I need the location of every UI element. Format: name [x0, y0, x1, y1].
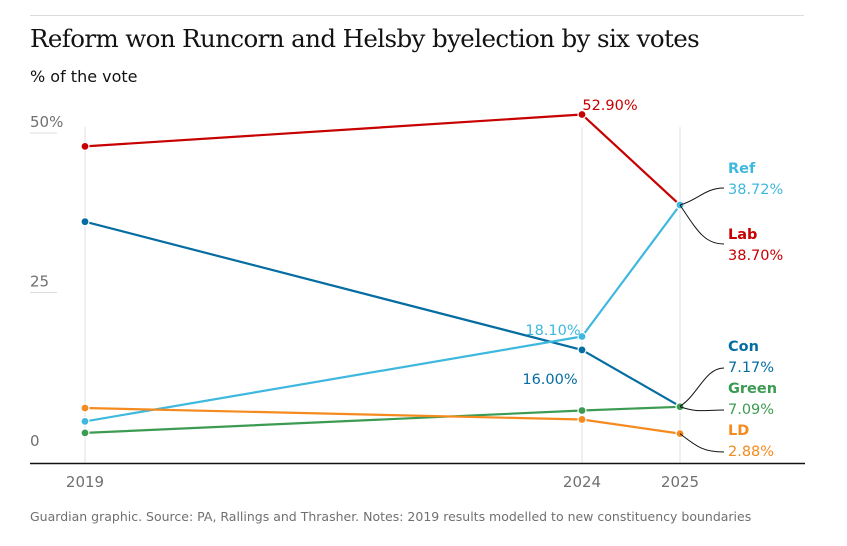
point-con-2019	[80, 217, 90, 227]
point-lab-2024	[577, 109, 587, 120]
series-name-ld: LD	[728, 423, 749, 439]
point-con-2024	[577, 345, 587, 355]
end-value-ld: 2.88%	[728, 444, 774, 460]
connector-lab	[679, 204, 725, 245]
chart-title: Reform won Runcorn and Helsby byelection…	[30, 24, 700, 53]
point-ref-2019	[80, 416, 90, 426]
connector-ref	[679, 187, 725, 206]
end-value-lab: 38.70%	[728, 248, 783, 264]
point-ref-2024	[577, 331, 587, 342]
series-line-lab	[84, 113, 681, 206]
end-value-con: 7.17%	[728, 360, 774, 376]
series-name-con: Con	[728, 339, 759, 355]
end-value-green: 7.09%	[728, 402, 774, 418]
x-axis-ticks: 2019 2024 2025	[66, 473, 699, 491]
data-label-con-2024: 16.00%	[522, 372, 577, 388]
series-name-green: Green	[728, 381, 777, 397]
connector-con	[679, 367, 725, 407]
point-green-2024	[577, 405, 587, 416]
series-line-con	[84, 220, 681, 408]
data-label-lab-2024: 52.90%	[582, 98, 637, 114]
label-connectors	[679, 187, 725, 453]
point-green-2019	[80, 428, 90, 438]
series-points	[80, 109, 685, 439]
line-chart: 0 25 50% 2019 2024 2025 Lab 38.70% Con 7.17% Ref…	[30, 98, 805, 491]
series-name-ref: Ref	[728, 161, 756, 177]
series-line-ref	[84, 204, 681, 423]
end-value-ref: 38.72%	[728, 182, 783, 198]
series-name-lab: Lab	[728, 227, 757, 243]
series-lines	[84, 113, 681, 435]
x-tick-label-2019: 2019	[66, 473, 104, 491]
y-tick-label-0: 0	[30, 432, 40, 450]
y-tick-label-50: 50%	[30, 113, 63, 131]
connector-ld	[679, 433, 725, 453]
point-ld-2019	[80, 403, 90, 413]
y-axis-ticks: 0 25 50%	[30, 113, 63, 450]
chart-subtitle: % of the vote	[30, 67, 138, 86]
source-note: Guardian graphic. Source: PA, Rallings a…	[30, 509, 752, 524]
x-tick-label-2024: 2024	[563, 473, 601, 491]
gridlines	[84, 127, 681, 463]
series-labels: Lab 38.70% Con 7.17% Ref 38.72% Green 7.09% LD 2.…	[522, 98, 783, 460]
data-label-ref-2024: 18.10%	[525, 323, 580, 339]
connector-green	[679, 406, 725, 412]
y-tick-label-25: 25	[30, 273, 49, 291]
point-ld-2024	[577, 414, 587, 425]
top-rule	[30, 15, 804, 16]
x-tick-label-2025: 2025	[661, 473, 699, 491]
point-lab-2019	[80, 141, 90, 151]
